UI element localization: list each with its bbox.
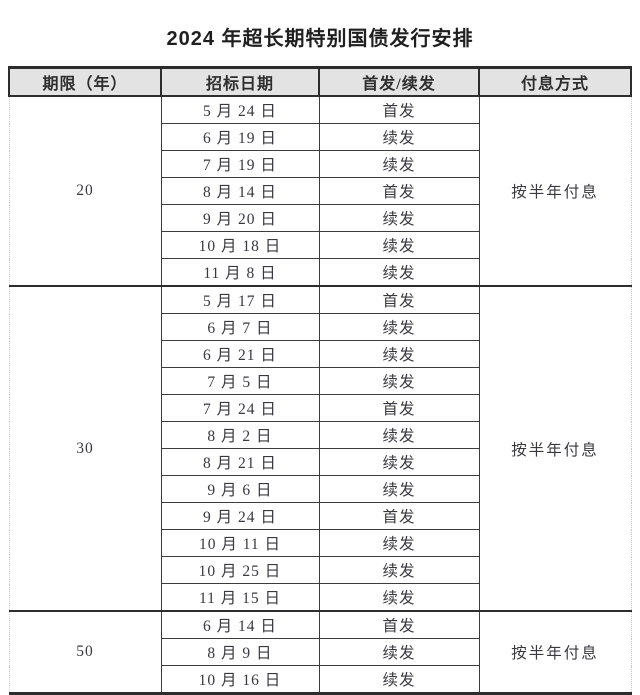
issue-type-cell: 续发	[318, 448, 480, 476]
issue-type-cell: 续发	[318, 204, 480, 232]
table-row: 6 月 21 日续发	[9, 340, 631, 368]
table-row: 9 月 6 日续发	[9, 475, 631, 503]
issue-type-cell: 续发	[318, 123, 480, 151]
table-row: 8 月 14 日首发	[9, 177, 631, 205]
header-term: 期限（年）	[8, 66, 162, 97]
payment-method-cell: 按半年付息	[478, 285, 632, 612]
issue-type-cell: 首发	[318, 610, 480, 639]
issue-type-cell: 续发	[318, 367, 480, 395]
tender-date-cell: 9 月 24 日	[160, 502, 320, 530]
term-cell: 20	[8, 95, 162, 287]
tender-date-cell: 11 月 8 日	[160, 258, 320, 287]
tender-date-cell: 9 月 6 日	[160, 475, 320, 503]
tender-date-cell: 9 月 20 日	[160, 204, 320, 232]
tender-date-cell: 8 月 2 日	[160, 421, 320, 449]
table-row: 6 月 19 日续发	[9, 123, 631, 151]
tender-date-cell: 10 月 16 日	[160, 665, 320, 694]
issue-type-cell: 续发	[318, 340, 480, 368]
issue-type-cell: 续发	[318, 529, 480, 557]
tender-date-cell: 5 月 24 日	[160, 95, 320, 124]
table-row: 9 月 20 日续发	[9, 204, 631, 232]
table-row: 10 月 18 日续发	[9, 231, 631, 259]
tender-date-cell: 8 月 21 日	[160, 448, 320, 476]
header-payment: 付息方式	[478, 66, 632, 97]
issue-type-cell: 续发	[318, 475, 480, 503]
issue-type-cell: 首发	[318, 95, 480, 124]
table-row: 7 月 5 日续发	[9, 367, 631, 395]
table-row: 6 月 7 日续发	[9, 313, 631, 341]
tender-date-cell: 10 月 11 日	[160, 529, 320, 557]
table-row: 20 5 月 24 日首发 按半年付息	[8, 95, 632, 287]
tender-date-cell: 8 月 14 日	[160, 177, 320, 205]
issue-type-cell: 续发	[318, 665, 480, 694]
issue-type-cell: 续发	[318, 258, 480, 287]
table-row: 7 月 19 日续发	[9, 150, 631, 178]
table-header-row: 期限（年） 招标日期 首发/续发 付息方式	[8, 66, 632, 97]
tender-date-cell: 7 月 19 日	[160, 150, 320, 178]
table-row: 8 月 2 日续发	[9, 421, 631, 449]
tender-date-cell: 10 月 25 日	[160, 556, 320, 584]
issue-type-cell: 首发	[318, 177, 480, 205]
issue-type-cell: 续发	[318, 421, 480, 449]
table-body: 20 5 月 24 日首发 按半年付息 6 月 19 日续发 7 月 19 日续发 8 月…	[8, 95, 632, 694]
issue-type-cell: 续发	[318, 150, 480, 178]
tender-date-cell: 6 月 14 日	[160, 610, 320, 639]
table-row: 7 月 24 日首发	[9, 394, 631, 422]
tender-date-cell: 8 月 9 日	[160, 638, 320, 666]
header-issue-type: 首发/续发	[318, 66, 480, 97]
tender-date-cell: 6 月 19 日	[160, 123, 320, 151]
issue-type-cell: 续发	[318, 313, 480, 341]
table-row: 10 月 25 日续发	[9, 556, 631, 584]
issue-type-cell: 续发	[318, 638, 480, 666]
tender-date-cell: 7 月 5 日	[160, 367, 320, 395]
table-row: 9 月 24 日首发	[9, 502, 631, 530]
table-row: 30 5 月 17 日首发 按半年付息	[8, 285, 632, 612]
term-cell: 50	[8, 610, 162, 694]
issue-type-cell: 续发	[318, 556, 480, 584]
issue-type-cell: 首发	[318, 502, 480, 530]
table-row: 11 月 8 日续发	[9, 258, 631, 287]
table-row: 10 月 11 日续发	[9, 529, 631, 557]
payment-method-cell: 按半年付息	[478, 610, 632, 694]
tender-date-cell: 6 月 21 日	[160, 340, 320, 368]
bond-issuance-table: 期限（年） 招标日期 首发/续发 付息方式 20 5 月 24 日首发 按半年付息 6…	[8, 66, 632, 695]
tender-date-cell: 11 月 15 日	[160, 583, 320, 612]
issue-type-cell: 首发	[318, 285, 480, 314]
issue-type-cell: 续发	[318, 231, 480, 259]
payment-method-cell: 按半年付息	[478, 95, 632, 287]
tender-date-cell: 7 月 24 日	[160, 394, 320, 422]
tender-date-cell: 5 月 17 日	[160, 285, 320, 314]
tender-date-cell: 10 月 18 日	[160, 231, 320, 259]
page-title: 2024 年超长期特别国债发行安排	[166, 28, 474, 50]
term-cell: 30	[8, 285, 162, 612]
issue-type-cell: 首发	[318, 394, 480, 422]
tender-date-cell: 6 月 7 日	[160, 313, 320, 341]
issue-type-cell: 续发	[318, 583, 480, 612]
header-date: 招标日期	[160, 66, 320, 97]
table-row: 11 月 15 日续发	[9, 583, 631, 612]
table-row: 8 月 21 日续发	[9, 448, 631, 476]
table-row: 50 6 月 14 日首发 按半年付息	[8, 610, 632, 694]
